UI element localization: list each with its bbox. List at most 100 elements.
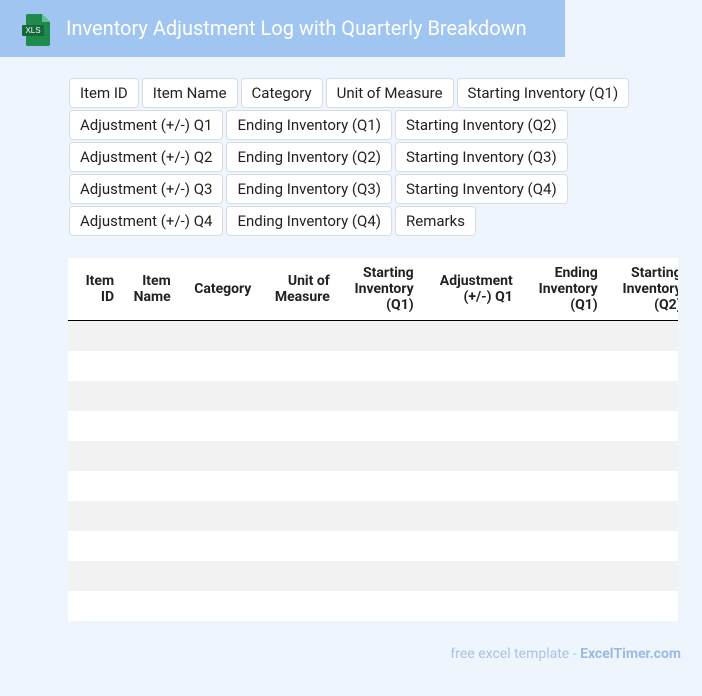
table-cell: [175, 531, 256, 561]
table-cell: [418, 531, 517, 561]
table-cell: [417, 441, 517, 471]
table-cell: [118, 501, 175, 531]
table-cell: [516, 320, 602, 351]
table-cell: [417, 320, 517, 351]
table-row: [68, 471, 678, 501]
table-cell: [601, 561, 678, 591]
column-header: Adjustment (+/-) Q1: [417, 258, 517, 321]
column-header: Ending Inventory (Q1): [516, 258, 602, 321]
table-cell: [68, 411, 118, 441]
table-cell: [255, 591, 333, 621]
table-cell: [602, 531, 678, 561]
table-cell: [68, 351, 118, 381]
table-cell: [516, 561, 602, 591]
column-header: Starting Inventory (Q1): [333, 258, 418, 321]
column-chip: Adjustment (+/-) Q4: [69, 206, 224, 236]
column-chip: Ending Inventory (Q4): [226, 206, 393, 236]
column-chip: Ending Inventory (Q1): [226, 110, 393, 140]
footer: free excel template - ExcelTimer.com: [450, 646, 681, 662]
table-cell: [516, 501, 602, 531]
table-cell: [68, 441, 119, 471]
column-chip: Ending Inventory (Q2): [226, 142, 393, 172]
table-cell: [418, 471, 517, 501]
column-header: Category: [174, 258, 256, 321]
footer-site[interactable]: ExcelTimer.com: [580, 646, 681, 662]
table-cell: [334, 411, 418, 441]
table-cell: [334, 531, 418, 561]
column-header: Starting Inventory (Q2): [601, 258, 678, 321]
table-cell: [175, 351, 256, 381]
column-chip: Unit of Measure: [325, 78, 454, 108]
column-chip: Adjustment (+/-) Q3: [69, 174, 224, 204]
table-cell: [174, 320, 256, 351]
table-cell: [118, 381, 175, 411]
table-row: [68, 561, 678, 591]
table-cell: [333, 320, 418, 351]
column-chip: Category: [240, 78, 323, 108]
table-cell: [517, 471, 602, 501]
footer-text: free excel template -: [450, 646, 581, 662]
table-cell: [418, 411, 517, 441]
table-cell: [418, 591, 517, 621]
table-cell: [118, 320, 175, 351]
header-banner: XLS Inventory Adjustment Log with Quarte…: [0, 0, 565, 57]
table-cell: [601, 381, 678, 411]
column-header: Item Name: [118, 258, 175, 321]
table-cell: [417, 501, 517, 531]
table-row: [68, 531, 678, 561]
table-cell: [174, 381, 256, 411]
table-cell: [118, 591, 175, 621]
column-chip: Ending Inventory (Q3): [226, 174, 393, 204]
table-cell: [255, 351, 333, 381]
table-cell: [517, 351, 602, 381]
table-row: [68, 591, 678, 621]
table-cell: [175, 591, 256, 621]
table-cell: [601, 501, 678, 531]
table-row: [68, 320, 678, 351]
table-cell: [334, 471, 418, 501]
table-cell: [333, 441, 418, 471]
table-cell: [174, 501, 256, 531]
table-cell: [118, 441, 175, 471]
table-cell: [255, 411, 333, 441]
table-cell: [118, 531, 175, 561]
column-chip: Item ID: [69, 78, 139, 108]
column-chip: Starting Inventory (Q3): [395, 142, 568, 172]
table-cell: [68, 501, 119, 531]
table-cell: [118, 351, 175, 381]
table-row: [68, 351, 678, 381]
table-cell: [602, 591, 678, 621]
table-cell: [255, 441, 334, 471]
header-row: Item ID Item Name Category Unit of Measure S…: [68, 258, 678, 321]
icon-label: XLS: [25, 26, 40, 35]
xls-icon: XLS: [22, 14, 50, 46]
column-chip: Starting Inventory (Q4): [395, 174, 568, 204]
table-cell: [417, 381, 517, 411]
table-cell: [602, 351, 678, 381]
table-cell: [333, 381, 418, 411]
table-cell: [255, 381, 334, 411]
table-cell: [68, 531, 118, 561]
table-row: [68, 411, 678, 441]
table-row: [68, 381, 678, 411]
table-cell: [517, 411, 602, 441]
column-chip: Starting Inventory (Q1): [456, 78, 630, 108]
table-cell: [601, 441, 678, 471]
column-chip: Starting Inventory (Q2): [395, 110, 568, 140]
table-cell: [175, 411, 256, 441]
page-title: Inventory Adjustment Log with Quarterly …: [66, 16, 527, 40]
table-cell: [118, 561, 175, 591]
table-cell: [517, 531, 602, 561]
table-cell: [516, 381, 602, 411]
table-cell: [601, 320, 678, 351]
table-cell: [333, 501, 418, 531]
table-cell: [255, 561, 334, 591]
table-cell: [602, 471, 678, 501]
table-cell: [174, 441, 256, 471]
table-cell: [175, 471, 256, 501]
table-cell: [255, 531, 333, 561]
table-cell: [334, 351, 418, 381]
table-cell: [68, 561, 119, 591]
column-header: Unit of Measure: [255, 258, 334, 321]
table-cell: [255, 471, 333, 501]
